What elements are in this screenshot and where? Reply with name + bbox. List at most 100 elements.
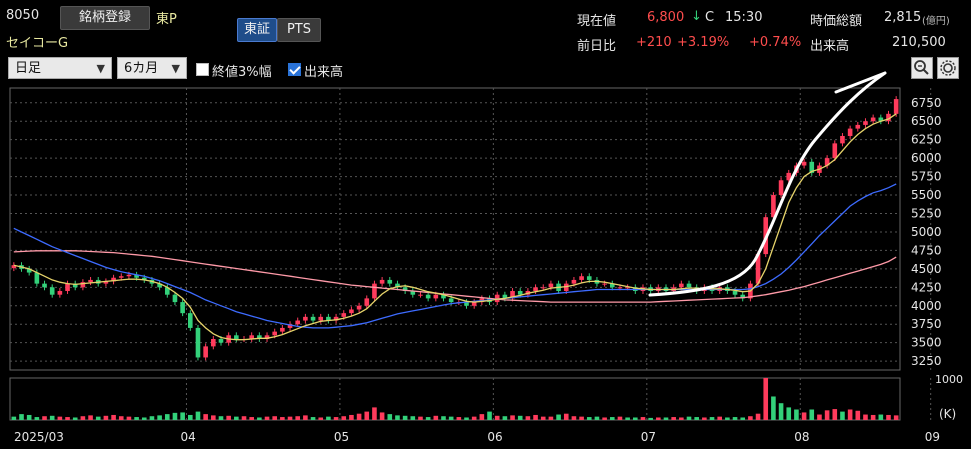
magnifier-icon: [914, 60, 929, 75]
volume-bar: [563, 413, 569, 420]
candle-body: [778, 180, 784, 196]
change-pct-secondary: +0.74%: [749, 35, 802, 50]
candle-body: [111, 277, 116, 282]
price-panel-frame: [9, 87, 901, 371]
volume-bar: [349, 414, 354, 420]
volume-bar: [540, 416, 546, 420]
volume-bar: [832, 409, 838, 420]
candle-body: [287, 324, 293, 328]
candle-body: [249, 335, 254, 339]
candle-body: [26, 268, 32, 273]
candle-body: [786, 172, 792, 181]
volume-bar: [257, 417, 262, 420]
volume-bar: [287, 416, 293, 420]
volume-bar: [126, 416, 132, 420]
candle-body: [441, 294, 446, 299]
candle-body: [272, 331, 277, 336]
zoom-button[interactable]: [911, 57, 933, 79]
candle-body: [433, 294, 439, 299]
volume-bar: [494, 415, 500, 420]
candle-body: [318, 316, 324, 321]
candle-body: [257, 335, 262, 339]
volume-bar: [272, 416, 277, 420]
volume-bar: [149, 416, 155, 420]
volume-bar: [740, 417, 746, 420]
volume-bar: [663, 417, 669, 420]
x-tick-label: 07: [641, 430, 656, 444]
volume-bar: [318, 417, 324, 420]
price-down-arrow-icon: ↓: [691, 9, 702, 24]
volume-tick-label: 1000: [935, 373, 963, 386]
volume-bar: [748, 416, 753, 420]
volume-bar: [633, 417, 638, 420]
tab-tse[interactable]: 東証: [237, 18, 277, 42]
candle-body: [663, 287, 669, 292]
candle-body: [694, 287, 699, 292]
candle-body: [556, 283, 561, 292]
candle-body: [364, 298, 370, 306]
volume-bar: [702, 417, 707, 420]
candle-body: [602, 283, 607, 285]
close3-checkbox[interactable]: [196, 63, 209, 76]
candle-body: [280, 327, 285, 332]
candle-body: [617, 287, 623, 289]
volume-bar: [602, 417, 607, 420]
candle-body: [633, 287, 638, 292]
candle-body: [149, 279, 155, 284]
y-tick-label: 5500: [911, 188, 942, 202]
volume-bar: [188, 414, 193, 420]
range-select[interactable]: 6カ月 ▼: [117, 57, 187, 79]
candle-body: [80, 282, 86, 288]
settings-button[interactable]: [937, 57, 959, 79]
market-cap-value: 2,815: [884, 10, 922, 25]
chevron-down-icon: ▼: [96, 62, 105, 75]
volume-bar: [694, 417, 699, 420]
y-tick-label: 6750: [911, 96, 942, 110]
chevron-down-icon: ▼: [171, 62, 180, 75]
y-tick-label: 3500: [911, 336, 942, 350]
volume-bar: [771, 396, 776, 420]
change-label: 前日比: [577, 39, 617, 54]
volume-bar: [19, 414, 24, 420]
candle-body: [502, 294, 508, 299]
candle-body: [824, 158, 830, 166]
candle-body: [65, 283, 70, 292]
volume-bar: [441, 416, 446, 420]
ma-long-line: [13, 250, 897, 303]
candle-body: [172, 294, 178, 303]
candle-body: [395, 283, 400, 288]
market-label: 東P: [156, 12, 177, 27]
period-select[interactable]: 日足 ▼: [8, 57, 112, 79]
volume-checkbox[interactable]: [288, 63, 301, 76]
volume-bar: [893, 415, 899, 420]
volume-bar: [763, 378, 769, 420]
x-tick-label: 05: [334, 430, 349, 444]
y-tick-label: 6000: [911, 151, 942, 165]
volume-bar: [379, 412, 385, 420]
volume-bar: [356, 413, 362, 420]
volume-bar: [625, 417, 630, 420]
volume-bar: [456, 417, 462, 420]
candle-body: [372, 283, 377, 299]
ma-mid-line: [13, 183, 897, 329]
volume-bar: [42, 416, 47, 420]
market-cap-unit: (億円): [922, 16, 950, 27]
volume-bar: [88, 415, 93, 420]
volume-bar: [732, 417, 738, 420]
candle-body: [387, 279, 393, 284]
volume-bar: [280, 417, 285, 420]
candle-body: [794, 165, 799, 173]
register-button[interactable]: 銘柄登録: [60, 6, 150, 30]
volume-bar: [295, 416, 301, 420]
candle-body: [878, 117, 884, 122]
candle-body: [264, 335, 270, 339]
tab-pts[interactable]: PTS: [277, 18, 321, 42]
y-tick-label: 4500: [911, 262, 942, 276]
volume-bar: [80, 416, 86, 420]
volume-bar: [72, 417, 78, 420]
volume-bar: [172, 412, 178, 420]
candle-body: [671, 287, 676, 292]
candle-body: [863, 121, 868, 125]
candle-body: [686, 283, 692, 288]
candle-body: [732, 291, 738, 295]
